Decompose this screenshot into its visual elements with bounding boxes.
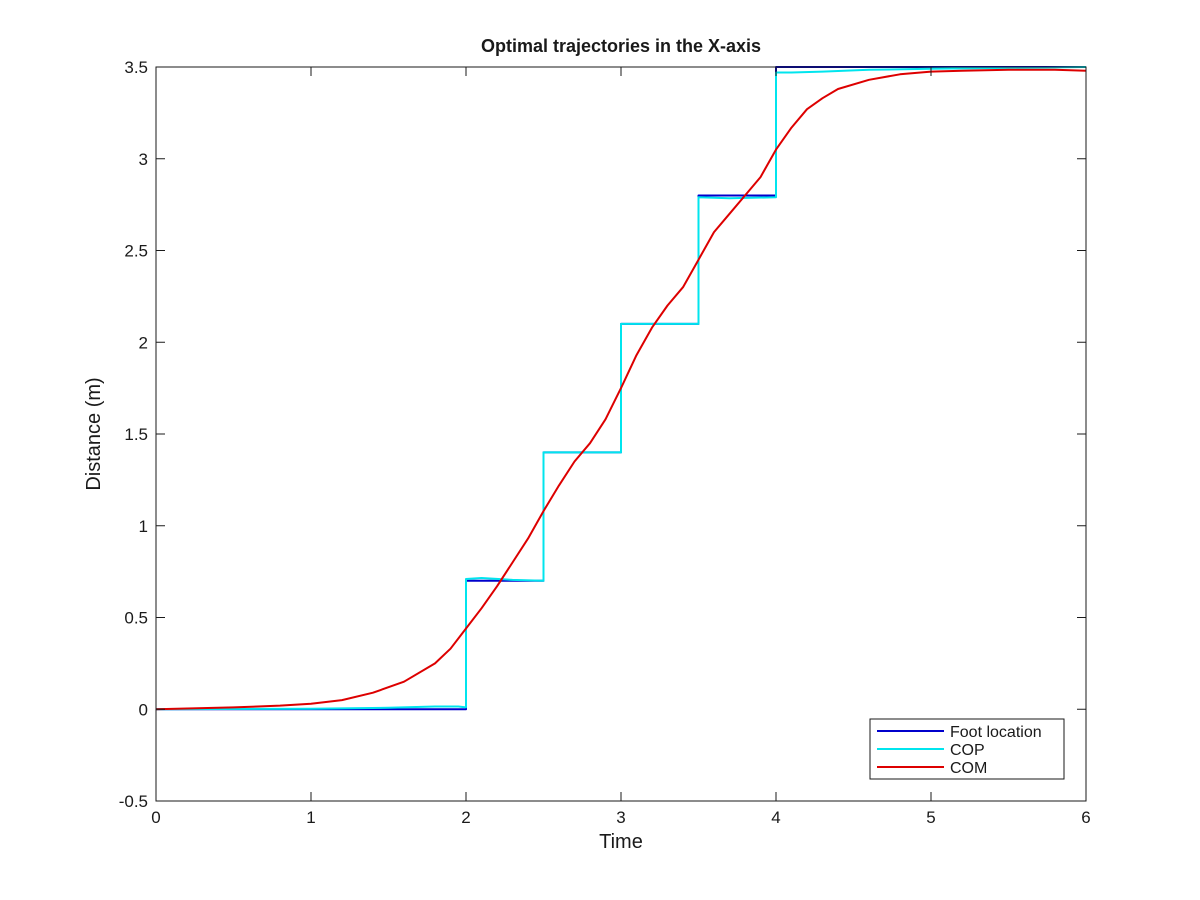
x-tick-label: 6 [1081,808,1090,827]
legend-label-foot-location: Foot location [950,724,1042,741]
legend-label-cop: COP [950,742,985,759]
legend-label-com: COM [950,760,987,777]
y-tick-label: 1 [139,517,148,536]
y-tick-label: 1.5 [124,425,148,444]
y-tick-label: -0.5 [119,792,148,811]
y-axis-label: Distance (m) [83,377,105,490]
x-tick-label: 3 [616,808,625,827]
chart-title: Optimal trajectories in the X-axis [481,36,761,56]
x-tick-label: 0 [151,808,160,827]
y-tick-label: 2.5 [124,242,148,261]
y-tick-label: 3 [139,150,148,169]
x-tick-label: 5 [926,808,935,827]
x-tick-label: 1 [306,808,315,827]
y-tick-label: 3.5 [124,58,148,77]
x-tick-label: 4 [771,808,780,827]
y-tick-label: 2 [139,333,148,352]
y-tick-label: 0.5 [124,609,148,628]
x-tick-label: 2 [461,808,470,827]
series-line-cop [155,66,1087,711]
series-layer [155,66,1087,711]
series-line-com [155,68,1087,711]
tick-layer: 0 1 2 3 4 5 6-0.500.511.522.533.5 [119,58,1091,827]
x-axis-label: Time [599,831,643,853]
y-tick-label: 0 [139,700,148,719]
